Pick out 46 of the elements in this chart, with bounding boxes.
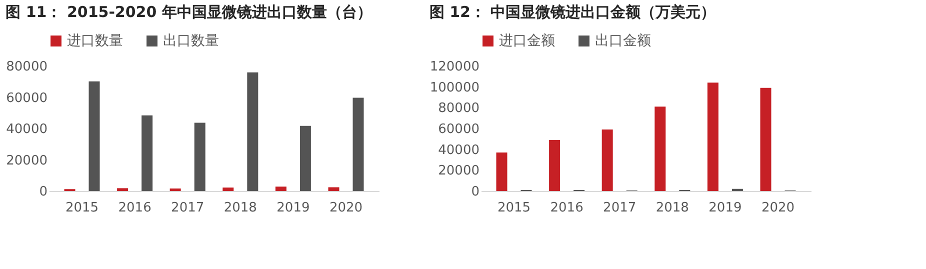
x-tick-label: 2017 <box>171 200 204 216</box>
chart-title: 图 12： 中国显微镜进出口金额（万美元） <box>429 3 716 21</box>
y-tick-label: 20000 <box>6 153 48 168</box>
y-tick-label: 80000 <box>438 101 480 116</box>
legend-label: 出口金额 <box>595 33 651 49</box>
x-tick-label: 2015 <box>65 200 99 216</box>
bar <box>496 152 508 191</box>
bar <box>88 81 100 191</box>
y-tick-label: 20000 <box>438 164 480 179</box>
y-tick-label: 80000 <box>6 60 48 74</box>
x-tick-label: 2017 <box>603 200 636 216</box>
bar <box>222 188 234 191</box>
legend-label: 进口金额 <box>499 33 555 49</box>
y-tick-label: 40000 <box>6 122 48 137</box>
bar <box>275 186 286 191</box>
legend-label: 进口数量 <box>67 33 123 49</box>
bar <box>117 188 128 191</box>
bar <box>707 82 718 191</box>
bar <box>549 140 560 191</box>
bar <box>654 106 666 191</box>
bar <box>247 72 258 191</box>
bar <box>300 126 311 191</box>
y-tick-label: 0 <box>471 184 480 200</box>
bar <box>328 187 340 191</box>
chart-title: 图 11： 2015-2020 年中国显微镜进出口数量（台） <box>6 3 372 21</box>
y-tick-label: 60000 <box>6 90 48 106</box>
x-tick-label: 2018 <box>656 200 689 216</box>
x-tick-label: 2020 <box>329 200 363 216</box>
x-tick-label: 2019 <box>276 200 310 216</box>
bar <box>352 98 364 191</box>
bar <box>760 88 772 191</box>
y-tick-label: 0 <box>39 184 48 200</box>
x-tick-label: 2020 <box>761 200 795 216</box>
y-tick-label: 40000 <box>438 142 480 158</box>
bar <box>194 122 206 191</box>
bar <box>602 130 613 191</box>
legend-label: 出口数量 <box>163 33 219 49</box>
y-tick-label: 60000 <box>438 122 480 137</box>
bar <box>142 115 153 191</box>
x-tick-label: 2016 <box>550 200 584 216</box>
x-tick-label: 2018 <box>224 200 257 216</box>
y-tick-label: 100000 <box>430 80 480 96</box>
x-tick-label: 2016 <box>118 200 152 216</box>
x-tick-label: 2015 <box>497 200 531 216</box>
y-tick-label: 120000 <box>430 60 480 74</box>
x-tick-label: 2019 <box>708 200 742 216</box>
